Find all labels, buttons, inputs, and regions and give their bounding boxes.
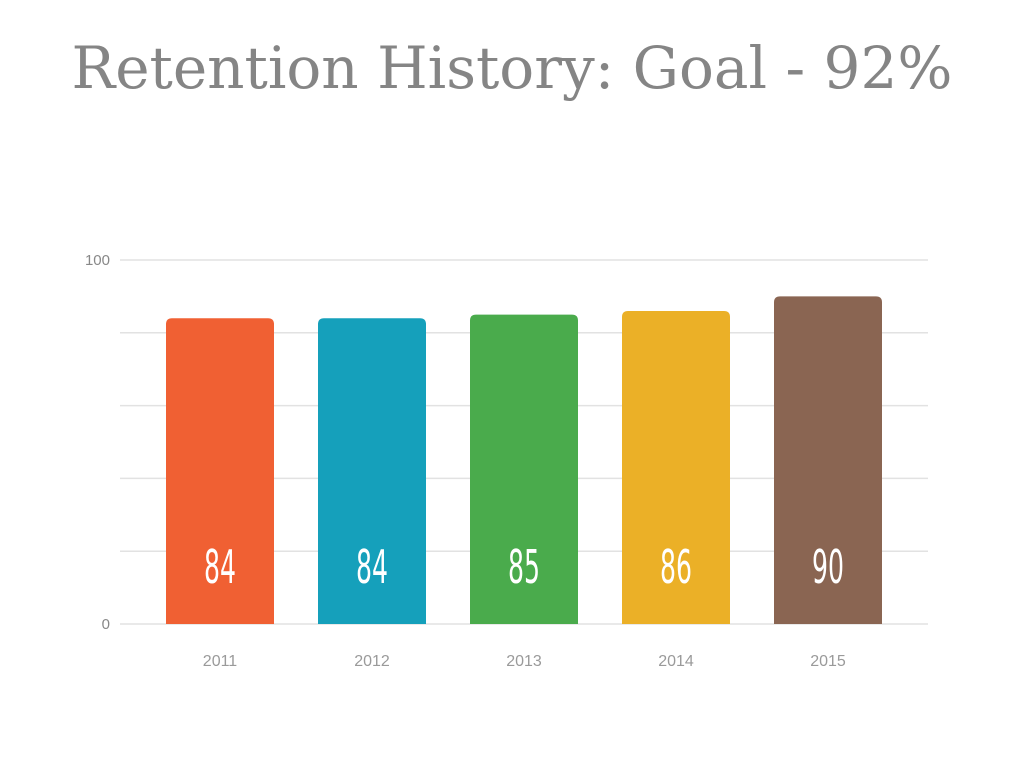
x-tick-label: 2013: [506, 653, 542, 670]
bar-2015: [774, 296, 882, 624]
bar-2012: [318, 318, 426, 624]
bar-value-label: 84: [204, 540, 236, 594]
chart-title: Retention History: Goal - 92%: [71, 34, 953, 102]
y-tick-label: 100: [85, 252, 110, 269]
bar-value-label: 84: [356, 540, 388, 594]
x-tick-label: 2012: [354, 653, 390, 670]
bars: 84 84 85 86 90: [166, 296, 882, 624]
x-tick-label: 2014: [658, 653, 694, 670]
y-tick-label: 0: [102, 616, 110, 633]
bar-value-label: 86: [660, 540, 692, 594]
bar-2013: [470, 314, 578, 624]
y-axis: 0 100: [85, 252, 110, 633]
x-tick-label: 2011: [203, 653, 238, 670]
bar-2011: [166, 318, 274, 624]
bar-2014: [622, 310, 730, 624]
x-axis: 2011 2012 2013 2014 2015: [203, 653, 846, 670]
bar-value-label: 85: [508, 540, 540, 594]
bar-value-label: 90: [812, 540, 844, 594]
x-tick-label: 2015: [810, 653, 846, 670]
